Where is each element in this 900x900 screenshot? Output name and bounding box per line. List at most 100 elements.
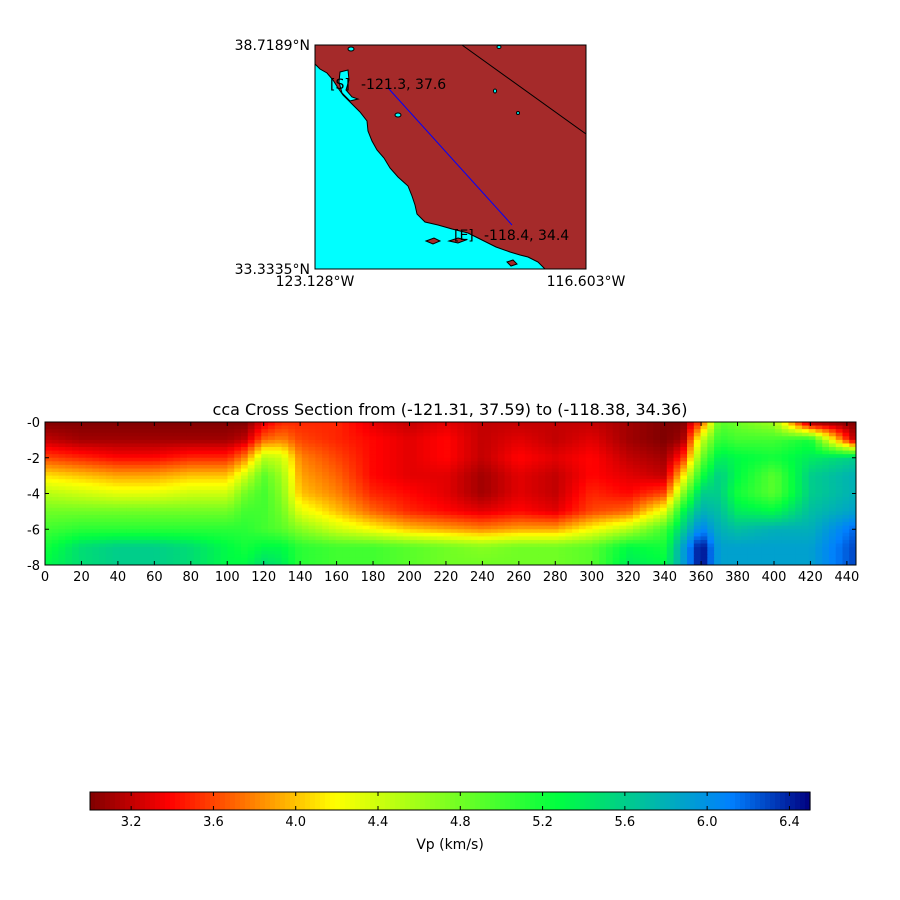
heatmap-cell (592, 432, 600, 437)
heatmap-cell (714, 425, 722, 430)
heatmap-cell (85, 439, 93, 445)
heatmap-cell (504, 557, 512, 563)
heatmap-cell (693, 475, 702, 480)
heatmap-cell (409, 539, 418, 545)
heatmap-cell (430, 543, 438, 548)
heatmap-cell (423, 439, 431, 445)
heatmap-cell (491, 425, 499, 430)
heatmap-cell (585, 507, 594, 512)
heatmap-cell (436, 425, 445, 430)
heatmap-cell (545, 557, 553, 563)
heatmap-cell (213, 486, 222, 491)
heatmap-cell (58, 529, 66, 534)
heatmap-cell (396, 529, 404, 534)
heatmap-cell (72, 489, 80, 495)
heatmap-cell (849, 529, 856, 534)
heatmap-cell (416, 450, 425, 455)
heatmap-cell (504, 511, 512, 516)
heatmap-cell (747, 436, 756, 441)
heatmap-cell (626, 514, 634, 520)
heatmap-cell (72, 539, 80, 545)
heatmap-cell (51, 514, 60, 520)
heatmap-cell (720, 486, 729, 491)
heatmap-cell (436, 464, 445, 470)
heatmap-cell (92, 479, 100, 484)
heatmap-cell (734, 525, 742, 530)
heatmap-cell (369, 539, 377, 545)
heatmap-cell (497, 489, 506, 495)
heatmap-cell (592, 543, 600, 548)
heatmap-cell (551, 436, 560, 441)
heatmap-cell (281, 450, 289, 455)
heatmap-cell (274, 529, 283, 534)
heatmap-cell (65, 561, 73, 565)
heatmap-cell (51, 511, 60, 516)
heatmap-cell (72, 486, 80, 491)
heatmap-cell (335, 486, 343, 491)
heatmap-cell (626, 486, 634, 491)
heatmap-cell (795, 472, 803, 477)
heatmap-cell (714, 525, 722, 530)
heatmap-cell (693, 536, 702, 541)
heatmap-cell (808, 468, 817, 473)
heatmap-cell (714, 561, 722, 565)
heatmap-cell (362, 439, 370, 445)
heatmap-cell (612, 518, 621, 523)
heatmap-cell (349, 439, 357, 445)
heatmap-cell (660, 554, 668, 559)
heatmap-cell (680, 447, 688, 452)
heatmap-cell (835, 522, 844, 527)
heatmap-cell (389, 486, 398, 491)
heatmap-cell (213, 550, 222, 555)
heatmap-cell (747, 457, 756, 462)
heatmap-cell (315, 450, 323, 455)
heatmap-cell (801, 425, 810, 430)
heatmap-cell (585, 557, 594, 563)
heatmap-cell (200, 472, 208, 477)
heatmap-cell (734, 443, 742, 448)
heatmap-cell (612, 550, 621, 555)
heatmap-cell (139, 518, 147, 523)
heatmap-cell (355, 525, 364, 530)
colorbar-cell (285, 792, 291, 810)
heatmap-cell (146, 543, 154, 548)
heatmap-cell (842, 454, 850, 459)
heatmap-cell (450, 439, 458, 445)
heatmap-cell (166, 443, 175, 448)
heatmap-cell (72, 475, 80, 480)
heatmap-cell (220, 550, 229, 555)
heatmap-cell (186, 432, 195, 437)
heatmap-cell (126, 457, 134, 462)
heatmap-cell (99, 443, 107, 448)
heatmap-cell (822, 547, 830, 552)
heatmap-cell (126, 472, 134, 477)
heatmap-cell (362, 454, 370, 459)
heatmap-cell (193, 450, 202, 455)
heatmap-cell (673, 472, 681, 477)
colorbar-cell (360, 792, 366, 810)
heatmap-cell (281, 425, 289, 430)
heatmap-cell (720, 443, 729, 448)
heatmap-cell (714, 486, 722, 491)
heatmap-cell (632, 518, 641, 523)
heatmap-cell (403, 464, 411, 470)
heatmap-cell (234, 554, 242, 559)
heatmap-cell (815, 507, 823, 512)
heatmap-cell (666, 472, 675, 477)
heatmap-cell (612, 511, 621, 516)
heatmap-cell (193, 536, 202, 541)
heatmap-cell (72, 443, 80, 448)
heatmap-cell (234, 468, 242, 473)
heatmap-cell (660, 475, 668, 480)
colorbar-cell (240, 792, 246, 810)
heatmap-cell (741, 447, 749, 452)
heatmap-cell (92, 439, 100, 445)
heatmap-cell (619, 522, 627, 527)
heatmap-cell (308, 475, 316, 480)
heatmap-cell (497, 504, 506, 509)
heatmap-cell (835, 447, 844, 452)
x-tick-label: 240 (470, 570, 495, 585)
heatmap-cell (626, 439, 634, 445)
heatmap-cell (288, 504, 296, 509)
heatmap-cell (369, 429, 377, 434)
